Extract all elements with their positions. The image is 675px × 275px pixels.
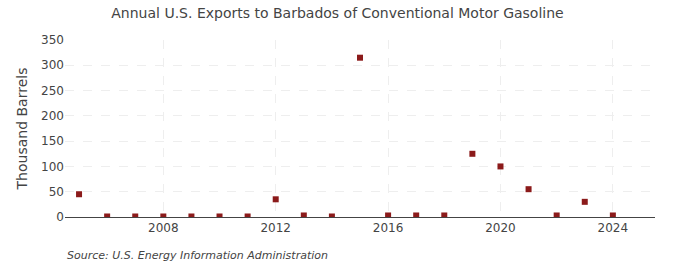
svg-text:Source: U.S. Energy Informatio: Source: U.S. Energy Information Administ… <box>67 249 328 262</box>
svg-text:200: 200 <box>41 109 64 123</box>
svg-text:2008: 2008 <box>148 221 179 235</box>
svg-text:100: 100 <box>41 160 64 174</box>
svg-text:250: 250 <box>41 84 64 98</box>
svg-text:350: 350 <box>41 33 64 47</box>
svg-text:150: 150 <box>41 134 64 148</box>
svg-text:Annual U.S. Exports to Barbado: Annual U.S. Exports to Barbados of Conve… <box>111 5 563 21</box>
svg-text:50: 50 <box>49 185 64 199</box>
svg-text:300: 300 <box>41 58 64 72</box>
svg-text:2012: 2012 <box>260 221 291 235</box>
svg-text:2024: 2024 <box>598 221 629 235</box>
svg-text:2016: 2016 <box>373 221 404 235</box>
svg-text:2020: 2020 <box>485 221 516 235</box>
svg-text:0: 0 <box>56 210 64 224</box>
svg-text:Thousand Barrels: Thousand Barrels <box>14 68 30 191</box>
